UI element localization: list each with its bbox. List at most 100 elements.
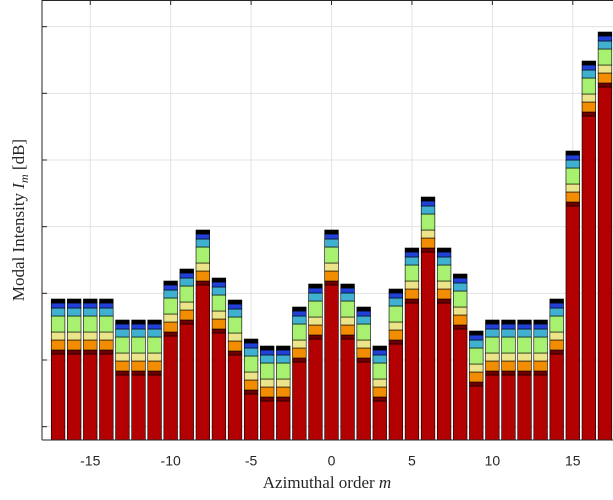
bar-segment (163, 313, 178, 323)
bar-segment (581, 111, 597, 117)
bar-segment (83, 302, 98, 309)
bar-segment (597, 31, 613, 37)
bar-segment (597, 86, 613, 441)
y-label-subscript: m (17, 174, 31, 183)
bar-segment (436, 302, 452, 441)
bar-segment (276, 396, 291, 402)
bar-segment (453, 273, 468, 279)
bar-segment (485, 323, 500, 330)
bar-segment (501, 328, 516, 338)
bar-segment (565, 154, 580, 161)
bar-segment (436, 288, 452, 300)
bar-segment (533, 370, 548, 376)
bar-segment (50, 339, 66, 351)
bar-segment (533, 323, 548, 330)
bar-segment (131, 319, 146, 325)
bar-segment (227, 308, 243, 318)
bar-segment (50, 307, 66, 317)
bar-segment (597, 72, 613, 84)
bar-segment (517, 319, 532, 325)
bar-segment (308, 300, 323, 318)
bar-segment (485, 336, 500, 354)
bar-segment (243, 355, 259, 373)
x-axis-label: Azimuthal order m (263, 473, 391, 492)
bar-segment (340, 287, 355, 294)
bar-segment (388, 297, 403, 307)
bar-segment (99, 331, 114, 341)
bar-segment (67, 302, 82, 309)
bar-segment (453, 277, 468, 284)
bar-segment (388, 292, 403, 299)
x-tick-label: -15 (80, 453, 100, 469)
x-tick-label: 0 (328, 453, 336, 469)
bar-segment (147, 319, 162, 325)
bar-segment (131, 328, 146, 338)
bar-segment (501, 319, 516, 325)
bar-segment (533, 319, 548, 325)
bar-segment (565, 159, 580, 169)
bar-segment (372, 386, 387, 398)
bar-segment (292, 361, 307, 441)
x-tick-label: -10 (161, 453, 181, 469)
bar-segment (453, 306, 468, 316)
bar-segment (404, 251, 420, 258)
y-axis-label: Modal Intensity Im [dB] (9, 139, 33, 301)
bar-segment (404, 280, 420, 290)
bar-segment (115, 360, 130, 372)
bar-segment (147, 328, 162, 338)
bar-segment (404, 264, 420, 282)
bar-segment (597, 82, 613, 88)
bar-segment (485, 374, 500, 441)
bar-segment (131, 370, 146, 376)
bar-segment (533, 336, 548, 354)
bar-segment (179, 319, 194, 325)
bar-segment (276, 349, 291, 356)
y-label-unit: [dB] (9, 139, 28, 170)
bar-segment (243, 342, 259, 349)
bar-segment (420, 247, 436, 253)
bar-segment (372, 396, 387, 402)
bar-segment (308, 292, 323, 302)
bar-segment (195, 284, 210, 441)
bar-segment (115, 370, 130, 376)
bar-segment (324, 238, 339, 248)
bar-segment (581, 77, 597, 95)
bar-segment (131, 323, 146, 330)
bar-segment (115, 319, 130, 325)
bar-segment (517, 370, 532, 376)
bar-segment (469, 339, 484, 349)
bar-segment (50, 353, 66, 441)
bar-segment (453, 314, 468, 326)
bar-segment (485, 352, 500, 362)
bar-segment (163, 321, 178, 333)
bar-segment (179, 277, 194, 287)
bar-segment (83, 339, 98, 351)
bar-segment (549, 349, 564, 355)
bar-segment (340, 300, 355, 318)
bar-segment (356, 315, 371, 325)
bar-segment (597, 40, 613, 50)
bar-segment (131, 374, 146, 441)
bar-segment (356, 306, 371, 312)
bar-segment (324, 233, 339, 240)
bar-segment (211, 318, 227, 330)
bar-segment (565, 167, 580, 185)
bar-segment (436, 280, 452, 290)
bar-segment (211, 277, 227, 283)
bar-segment (292, 347, 307, 359)
bar-segment (211, 310, 227, 320)
bar-segment (453, 328, 468, 441)
bar-segment (485, 360, 500, 372)
bar-segment (356, 357, 371, 363)
bar-segment (597, 35, 613, 42)
bar-segment (99, 353, 114, 441)
bar-segment (340, 338, 355, 441)
bar-segment (469, 334, 484, 341)
bar-segment (147, 323, 162, 330)
bar-segment (533, 360, 548, 372)
bar-segment (67, 353, 82, 441)
bar-segment (597, 64, 613, 74)
bar-segment (501, 336, 516, 354)
bar-segment (372, 345, 387, 351)
